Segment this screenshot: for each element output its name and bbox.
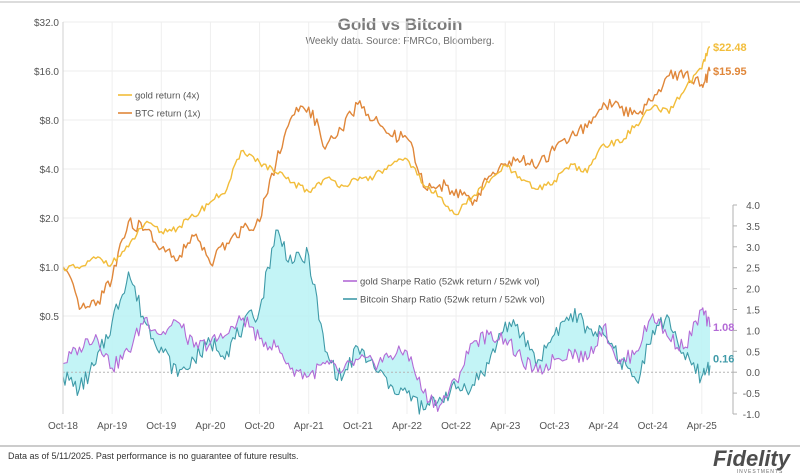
x-tick-label: Oct-19 (146, 421, 176, 432)
x-tick-label: Oct-22 (441, 421, 471, 432)
fidelity-logo: Fidelity (713, 446, 792, 471)
gold-end-label: $22.48 (713, 42, 747, 54)
left-tick-label: $32.0 (34, 18, 59, 29)
left-tick-label: $16.0 (34, 67, 59, 78)
right-y-axis: -1.0 -0.5 0.0 0.5 1.0 1.5 2.0 2.5 3.0 3.5 4.0 (732, 201, 761, 421)
x-tick-label: Apr-19 (97, 421, 127, 432)
right-tick-label: 2.5 (746, 264, 760, 275)
right-tick-label: 1.0 (746, 326, 760, 337)
legend-sharpe: gold Sharpe Ratio (52wk return / 52wk vo… (343, 277, 545, 306)
btc-sharpe-line (62, 229, 711, 415)
right-tick-label: -0.5 (743, 389, 761, 400)
fidelity-logo-sub: INVESTMENTS (737, 469, 784, 475)
btc-sharpe-end-label: 0.16 (713, 354, 734, 366)
right-tick-label: 1.5 (746, 306, 760, 317)
x-tick-label: Apr-20 (195, 421, 225, 432)
x-tick-label: Oct-20 (245, 421, 275, 432)
gold-sharpe-line (62, 307, 711, 412)
chart-subtitle: Weekly data. Source: FMRCo, Bloomberg. (306, 36, 495, 47)
legend-btc-sharpe-label: Bitcoin Sharp Ratio (52wk return / 52wk … (360, 295, 545, 306)
footer-note: Data as of 5/11/2025. Past performance i… (8, 451, 299, 461)
btc-end-label: $15.95 (713, 66, 747, 78)
x-tick-label: Oct-24 (638, 421, 668, 432)
legend-returns: gold return (4x) BTC return (1x) (118, 91, 200, 120)
right-tick-label: 3.5 (746, 222, 760, 233)
chart-title: Gold vs Bitcoin (338, 15, 463, 34)
x-tick-label: Apr-21 (294, 421, 324, 432)
series-lines (62, 46, 711, 415)
legend-gold-label: gold return (4x) (135, 91, 199, 102)
right-tick-label: 0.0 (746, 368, 760, 379)
right-tick-label: -1.0 (743, 410, 761, 421)
right-tick-label: 2.0 (746, 285, 760, 296)
right-tick-label: 3.0 (746, 243, 760, 254)
legend-gold-sharpe-label: gold Sharpe Ratio (52wk return / 52wk vo… (360, 277, 540, 288)
x-tick-label: Oct-23 (539, 421, 569, 432)
x-tick-label: Apr-25 (687, 421, 717, 432)
right-tick-label: 4.0 (746, 201, 760, 212)
end-labels: $22.48 $15.95 1.08 0.16 (713, 42, 747, 366)
x-axis: Oct-18 Apr-19 Oct-19 Apr-20 Oct-20 Apr-21 Oct-… (48, 421, 717, 432)
gold-return-line (62, 46, 711, 272)
left-tick-label: $1.0 (40, 263, 60, 274)
left-tick-label: $4.0 (40, 165, 60, 176)
x-tick-label: Apr-24 (589, 421, 619, 432)
sharpe-spread-fill (63, 230, 710, 415)
right-tick-label: 0.5 (746, 347, 760, 358)
left-tick-label: $0.5 (40, 312, 60, 323)
x-tick-label: Apr-23 (490, 421, 520, 432)
x-tick-label: Oct-21 (343, 421, 373, 432)
btc-return-line (62, 66, 711, 310)
x-tick-label: Apr-22 (392, 421, 422, 432)
left-tick-label: $8.0 (40, 116, 60, 127)
left-tick-label: $2.0 (40, 214, 60, 225)
gold-sharpe-end-label: 1.08 (713, 322, 734, 334)
sharpe-fill-area (63, 230, 710, 415)
x-tick-label: Oct-18 (48, 421, 78, 432)
left-y-axis: $0.5 $1.0 $2.0 $4.0 $8.0 $16.0 $32.0 (34, 18, 64, 414)
legend-btc-label: BTC return (1x) (135, 109, 200, 120)
